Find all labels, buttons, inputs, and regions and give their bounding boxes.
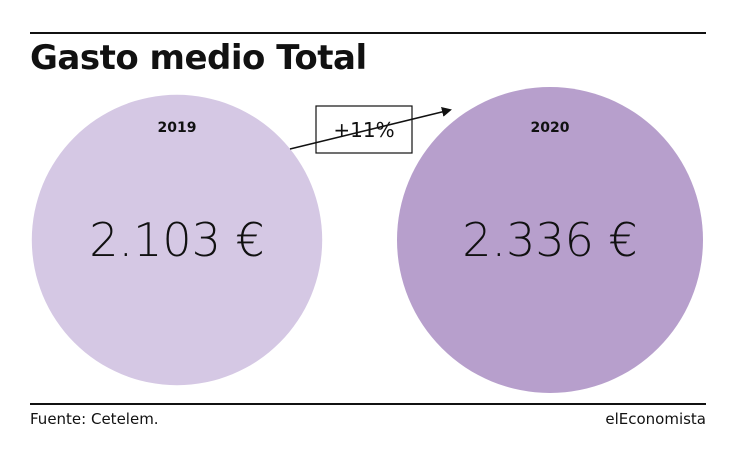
change-box <box>315 105 413 154</box>
value-label-2019: 2.103 € <box>89 213 265 267</box>
brand-logo: elEconomista <box>605 410 706 428</box>
bottom-rule <box>30 403 706 405</box>
top-rule <box>30 32 706 34</box>
bubble-2020 <box>397 87 703 393</box>
bubble-2019 <box>31 94 323 386</box>
year-label-2020: 2020 <box>531 120 570 136</box>
chart-title: Gasto medio Total <box>30 38 367 78</box>
value-label-2020: 2.336 € <box>462 213 638 267</box>
source-note: Fuente: Cetelem. <box>30 410 159 428</box>
year-label-2019: 2019 <box>158 120 197 136</box>
change-arrow <box>289 107 452 150</box>
change-label: +11% <box>333 118 394 142</box>
